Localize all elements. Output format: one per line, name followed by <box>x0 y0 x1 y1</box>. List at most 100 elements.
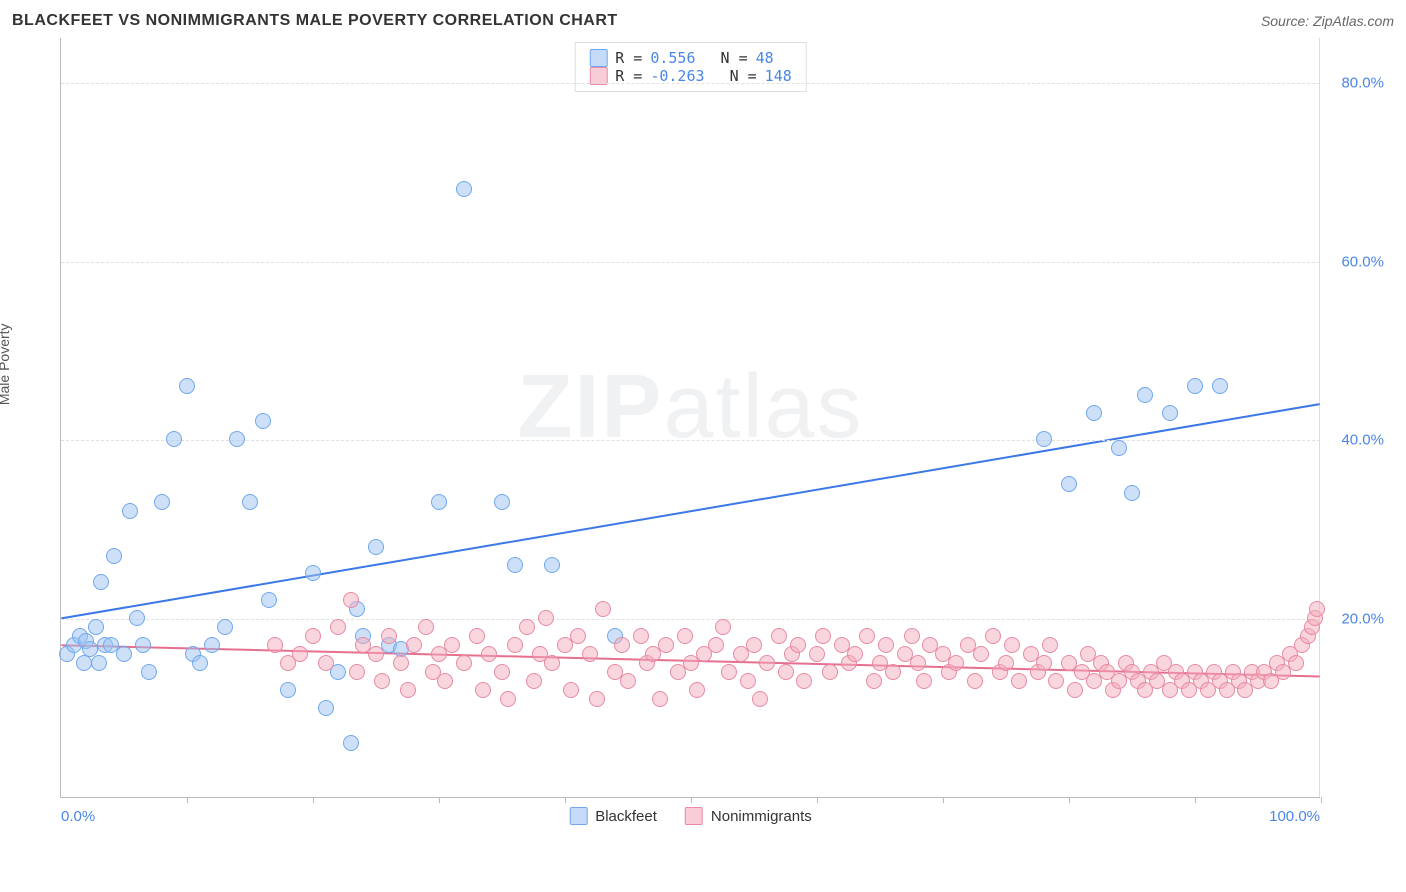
data-point <box>1004 637 1020 653</box>
x-tick-mark <box>943 797 944 803</box>
data-point <box>444 637 460 653</box>
data-point <box>494 664 510 680</box>
data-point <box>494 494 510 510</box>
data-point <box>904 628 920 644</box>
legend-row-blackfeet: R = 0.556 N = 48 <box>589 49 792 67</box>
data-point <box>859 628 875 644</box>
x-tick-mark <box>1069 797 1070 803</box>
data-point <box>721 664 737 680</box>
data-point <box>456 655 472 671</box>
data-point <box>204 637 220 653</box>
data-point <box>292 646 308 662</box>
data-point <box>154 494 170 510</box>
data-point <box>135 637 151 653</box>
data-point <box>456 181 472 197</box>
data-point <box>1124 485 1140 501</box>
y-tick-label: 60.0% <box>1341 253 1384 270</box>
data-point <box>752 691 768 707</box>
data-point <box>708 637 724 653</box>
data-point <box>318 700 334 716</box>
data-point <box>305 565 321 581</box>
data-point <box>866 673 882 689</box>
data-point <box>815 628 831 644</box>
data-point <box>1288 655 1304 671</box>
x-tick-mark <box>565 797 566 803</box>
chart-source: Source: ZipAtlas.com <box>1261 13 1394 29</box>
legend-item-blackfeet: Blackfeet <box>569 807 657 825</box>
data-point <box>255 413 271 429</box>
data-point <box>437 673 453 689</box>
data-point <box>116 646 132 662</box>
data-point <box>318 655 334 671</box>
data-point <box>418 619 434 635</box>
data-point <box>998 655 1014 671</box>
data-point <box>1042 637 1058 653</box>
swatch-pink <box>685 807 703 825</box>
data-point <box>431 494 447 510</box>
data-point <box>1162 405 1178 421</box>
data-point <box>88 619 104 635</box>
data-point <box>343 735 359 751</box>
data-point <box>469 628 485 644</box>
data-point <box>280 682 296 698</box>
data-point <box>746 637 762 653</box>
legend-item-nonimmigrants: Nonimmigrants <box>685 807 812 825</box>
data-point <box>633 628 649 644</box>
y-tick-label: 40.0% <box>1341 432 1384 449</box>
data-point <box>689 682 705 698</box>
data-point <box>1048 673 1064 689</box>
data-point <box>93 574 109 590</box>
x-tick-left: 0.0% <box>61 808 95 825</box>
data-point <box>242 494 258 510</box>
data-point <box>885 664 901 680</box>
y-tick-label: 20.0% <box>1341 611 1384 628</box>
grid-line <box>61 440 1320 441</box>
data-point <box>778 664 794 680</box>
data-point <box>910 655 926 671</box>
n-label: N = <box>721 49 748 67</box>
data-point <box>349 664 365 680</box>
data-point <box>1309 601 1325 617</box>
data-point <box>400 682 416 698</box>
data-point <box>217 619 233 635</box>
grid-line <box>61 262 1320 263</box>
data-point <box>179 378 195 394</box>
data-point <box>652 691 668 707</box>
data-point <box>1036 431 1052 447</box>
data-point <box>658 637 674 653</box>
data-point <box>677 628 693 644</box>
x-tick-mark <box>691 797 692 803</box>
data-point <box>122 503 138 519</box>
r-value: 0.556 <box>650 49 695 67</box>
data-point <box>526 673 542 689</box>
data-point <box>229 431 245 447</box>
data-point <box>538 610 554 626</box>
data-point <box>106 548 122 564</box>
data-point <box>570 628 586 644</box>
x-tick-mark <box>187 797 188 803</box>
data-point <box>166 431 182 447</box>
data-point <box>519 619 535 635</box>
right-axis-line <box>1319 38 1320 797</box>
chart-title: BLACKFEET VS NONIMMIGRANTS MALE POVERTY … <box>12 12 618 30</box>
data-point <box>1187 378 1203 394</box>
data-point <box>878 637 894 653</box>
n-value: 48 <box>756 49 774 67</box>
data-point <box>1067 682 1083 698</box>
data-point <box>822 664 838 680</box>
data-point <box>1011 673 1027 689</box>
correlation-legend: R = 0.556 N = 48 R = -0.263 N = 148 <box>574 42 807 92</box>
data-point <box>973 646 989 662</box>
data-point <box>796 673 812 689</box>
x-tick-mark <box>439 797 440 803</box>
data-point <box>368 646 384 662</box>
data-point <box>1137 387 1153 403</box>
data-point <box>809 646 825 662</box>
x-tick-mark <box>1195 797 1196 803</box>
data-point <box>406 637 422 653</box>
x-tick-mark <box>313 797 314 803</box>
swatch-blue <box>569 807 587 825</box>
data-point <box>620 673 636 689</box>
chart-header: BLACKFEET VS NONIMMIGRANTS MALE POVERTY … <box>12 12 1394 30</box>
data-point <box>330 619 346 635</box>
